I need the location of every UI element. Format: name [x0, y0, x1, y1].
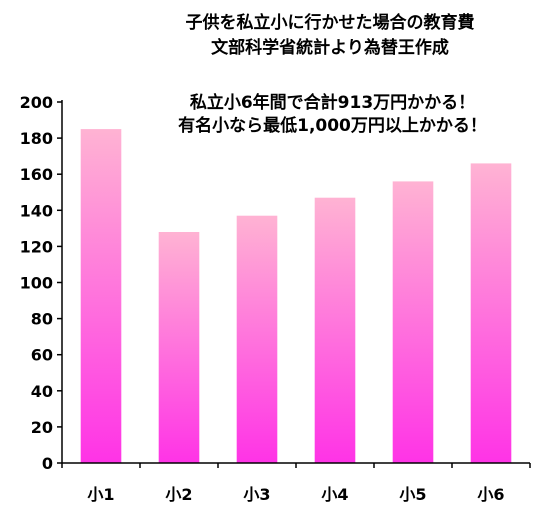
y-tick-label: 160 — [20, 165, 53, 184]
bar-小2 — [158, 232, 200, 463]
x-axis-tick-labels: 小1 小2 小3 小4 小5 小6 — [61, 463, 531, 504]
chart-subtitle: 文部科学省統計より為替王作成 — [211, 38, 449, 58]
y-tick-label: 20 — [31, 418, 53, 437]
x-tick-label: 小4 — [321, 485, 348, 504]
bar-小1 — [80, 129, 122, 463]
annotation-box: 私立小6年間で合計913万円かかる！ 有名小なら最低1,000万円以上かかる！ — [155, 88, 510, 136]
bar-小3 — [236, 215, 278, 463]
y-tick-label: 180 — [20, 129, 53, 148]
axes-layer — [61, 100, 530, 464]
bars-layer — [80, 129, 512, 463]
y-tick-label: 140 — [20, 201, 53, 220]
annotation-line-2: 有名小なら最低1,000万円以上かかる！ — [178, 116, 487, 136]
x-tick-label: 小1 — [87, 485, 114, 504]
x-tick-label: 小5 — [399, 485, 426, 504]
y-tick-label: 200 — [20, 93, 53, 112]
x-tick-label: 小6 — [477, 485, 504, 504]
y-tick-label: 60 — [31, 346, 53, 365]
bar-小6 — [470, 163, 512, 463]
y-tick-label: 80 — [31, 310, 53, 329]
x-tick-label: 小2 — [165, 485, 192, 504]
chart-title: 子供を私立小に行かせた場合の教育費 — [185, 13, 475, 33]
y-axis-tick-labels: 0 20 40 60 80 100 120 140 160 180 200 — [20, 93, 62, 473]
y-tick-label: 0 — [42, 454, 53, 473]
bar-小5 — [392, 181, 434, 463]
y-tick-label: 40 — [31, 382, 53, 401]
annotation-line-1: 私立小6年間で合計913万円かかる！ — [189, 93, 476, 113]
x-tick-label: 小3 — [243, 485, 270, 504]
bar-小4 — [314, 197, 356, 463]
y-tick-label: 100 — [20, 274, 53, 293]
y-tick-label: 120 — [20, 237, 53, 256]
